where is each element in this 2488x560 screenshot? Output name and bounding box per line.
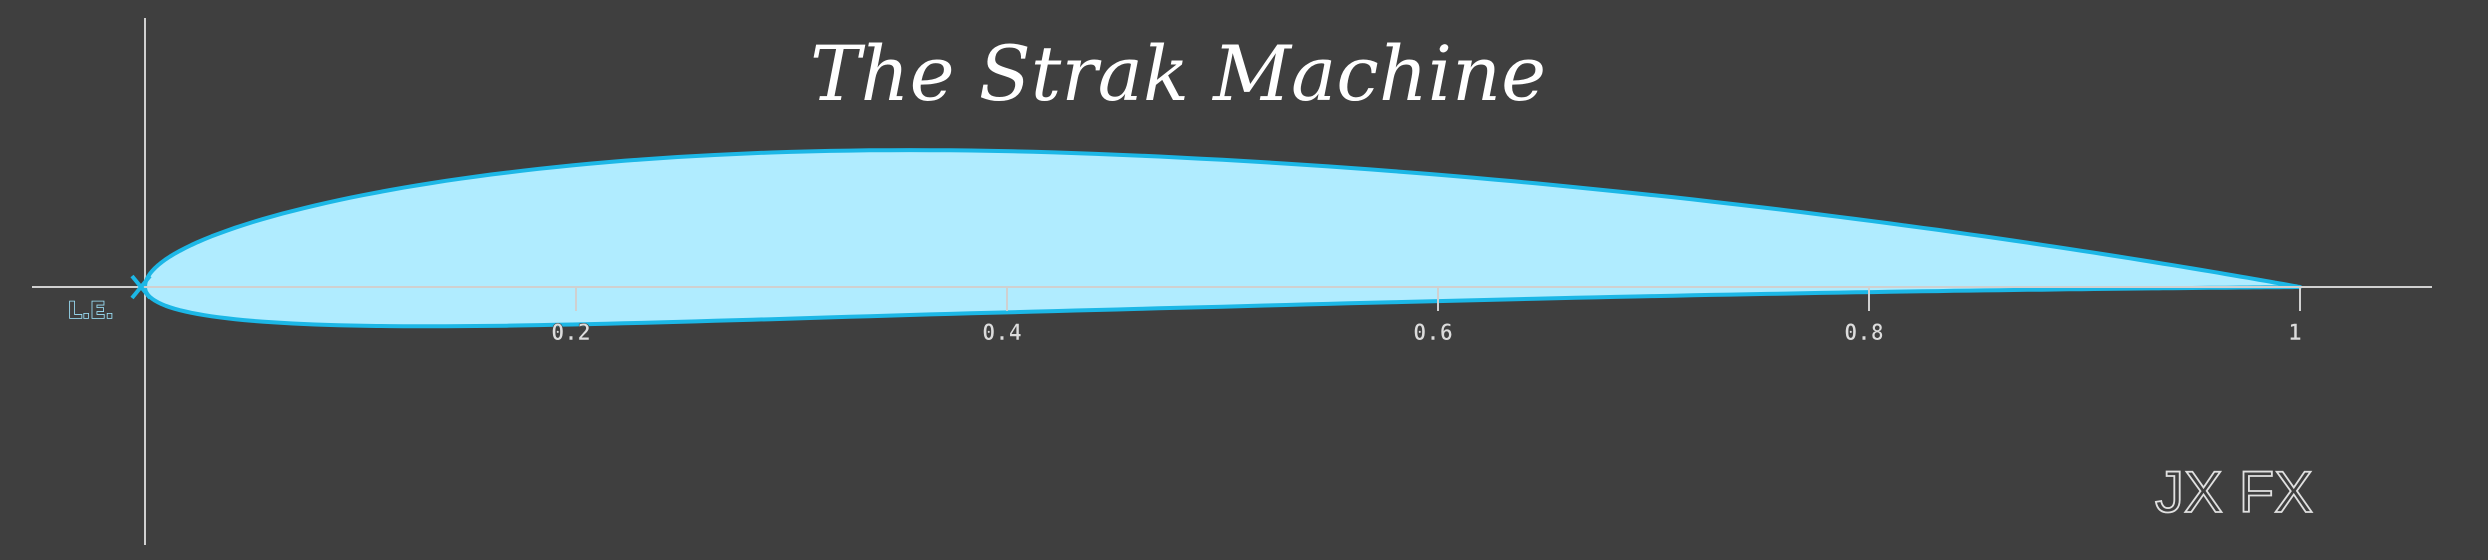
x-tick-label: 1 [2288, 321, 2301, 346]
le-label: L.E. [68, 299, 114, 324]
airfoil-shape [143, 148, 2302, 329]
x-axis-ticks: 0.2 0.4 0.6 0.8 1 [551, 287, 2302, 346]
x-tick-label: 0.6 [1413, 321, 1453, 346]
leading-edge-cross-b [130, 274, 152, 300]
x-tick-label: 0.8 [1844, 321, 1884, 346]
leading-edge-marker [130, 274, 152, 300]
x-tick-label: 0.2 [551, 321, 591, 346]
brand-logo-text: JX FX [2155, 460, 2313, 525]
x-tick-label: 0.4 [982, 321, 1022, 346]
page-title: The Strak Machine [810, 29, 1546, 118]
